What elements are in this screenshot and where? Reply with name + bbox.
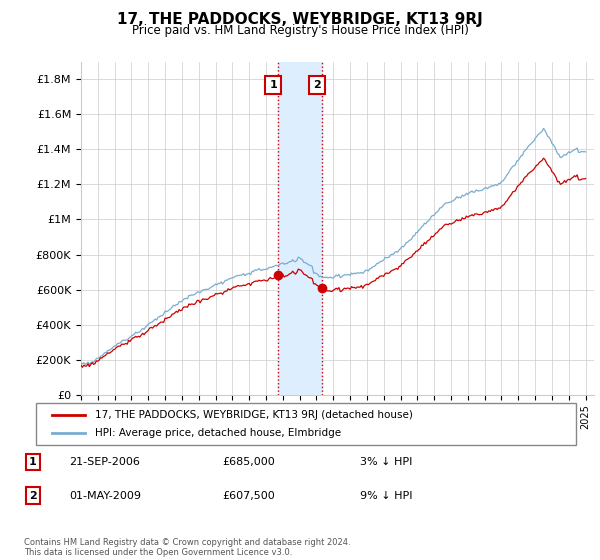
Text: £607,500: £607,500 (222, 491, 275, 501)
Text: 17, THE PADDOCKS, WEYBRIDGE, KT13 9RJ (detached house): 17, THE PADDOCKS, WEYBRIDGE, KT13 9RJ (d… (95, 410, 413, 420)
Text: 9% ↓ HPI: 9% ↓ HPI (360, 491, 413, 501)
Text: 1: 1 (269, 80, 277, 90)
Text: 1: 1 (29, 457, 37, 467)
Text: 21-SEP-2006: 21-SEP-2006 (69, 457, 140, 467)
Text: 3% ↓ HPI: 3% ↓ HPI (360, 457, 412, 467)
Text: 17, THE PADDOCKS, WEYBRIDGE, KT13 9RJ: 17, THE PADDOCKS, WEYBRIDGE, KT13 9RJ (117, 12, 483, 27)
Text: Contains HM Land Registry data © Crown copyright and database right 2024.
This d: Contains HM Land Registry data © Crown c… (24, 538, 350, 557)
Text: £685,000: £685,000 (222, 457, 275, 467)
Text: Price paid vs. HM Land Registry's House Price Index (HPI): Price paid vs. HM Land Registry's House … (131, 24, 469, 36)
Text: 2: 2 (313, 80, 321, 90)
Bar (278, 62, 322, 395)
Text: 01-MAY-2009: 01-MAY-2009 (69, 491, 141, 501)
Text: HPI: Average price, detached house, Elmbridge: HPI: Average price, detached house, Elmb… (95, 428, 341, 438)
Text: 2: 2 (29, 491, 37, 501)
